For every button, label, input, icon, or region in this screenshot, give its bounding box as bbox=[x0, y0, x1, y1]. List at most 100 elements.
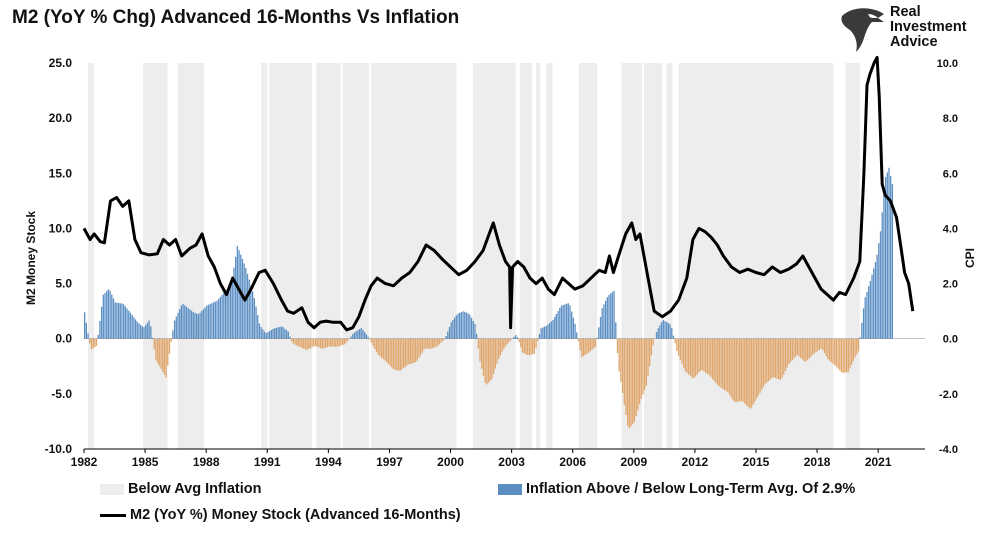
inflation-bar bbox=[119, 303, 121, 339]
inflation-bar bbox=[479, 338, 481, 362]
inflation-bar bbox=[238, 250, 240, 339]
inflation-bar bbox=[735, 338, 737, 402]
inflation-bar bbox=[219, 296, 222, 339]
inflation-bar bbox=[845, 338, 848, 373]
inflation-bar bbox=[162, 338, 164, 372]
inflation-bar bbox=[246, 273, 249, 339]
inflation-bar bbox=[331, 338, 334, 347]
inflation-bar bbox=[718, 338, 720, 387]
inflation-bar bbox=[143, 327, 145, 339]
inflation-bar bbox=[691, 338, 693, 378]
inflation-bar bbox=[194, 312, 196, 339]
inflation-bar bbox=[223, 292, 225, 339]
x-tick-label: 2000 bbox=[437, 455, 464, 469]
inflation-bar bbox=[498, 338, 500, 360]
inflation-bar bbox=[336, 338, 339, 347]
inflation-bar bbox=[869, 280, 871, 339]
inflation-bar bbox=[90, 338, 93, 350]
inflation-bar bbox=[340, 338, 342, 346]
x-axis-ticks: 1982 1985 1988 1991 1994 1997 2000 2003 2006 2009… bbox=[71, 449, 892, 469]
y2-axis-label: CPI bbox=[963, 248, 977, 268]
inflation-bar bbox=[275, 327, 278, 339]
inflation-bar bbox=[153, 338, 155, 350]
eagle-head-icon bbox=[841, 8, 884, 53]
inflation-bar bbox=[209, 303, 211, 339]
inflation-bar bbox=[309, 338, 311, 349]
inflation-bar bbox=[586, 338, 588, 354]
inflation-bar bbox=[350, 336, 352, 339]
inflation-bar bbox=[328, 338, 330, 347]
inflation-bar bbox=[419, 338, 422, 356]
inflation-bar bbox=[801, 338, 804, 360]
inflation-bar bbox=[864, 297, 866, 339]
inflation-bar bbox=[263, 331, 266, 339]
inflation-bar bbox=[189, 309, 191, 339]
inflation-bar bbox=[499, 338, 502, 356]
inflation-bar bbox=[151, 337, 154, 339]
inflation-bar bbox=[355, 331, 357, 339]
inflation-bar bbox=[416, 338, 418, 361]
x-tick-label: 2018 bbox=[804, 455, 831, 469]
inflation-bar bbox=[839, 338, 841, 371]
inflation-bar bbox=[284, 328, 286, 339]
legend-label: Below Avg Inflation bbox=[128, 481, 262, 497]
x-tick-label: 1991 bbox=[254, 455, 281, 469]
inflation-bar bbox=[655, 332, 658, 339]
inflation-bar bbox=[767, 338, 770, 382]
inflation-bar bbox=[630, 338, 632, 427]
inflation-bar bbox=[363, 331, 366, 339]
inflation-bar bbox=[750, 338, 753, 408]
inflation-bar bbox=[587, 338, 590, 353]
inflation-bar bbox=[669, 324, 671, 339]
inflation-bar bbox=[633, 338, 636, 422]
inflation-bar bbox=[572, 317, 575, 339]
inflation-bar bbox=[817, 338, 819, 351]
inflation-bar bbox=[357, 330, 359, 339]
inflation-bar bbox=[803, 338, 805, 362]
inflation-bar bbox=[428, 338, 430, 349]
inflation-bar bbox=[114, 302, 116, 339]
inflation-bar bbox=[635, 338, 637, 417]
legend-below-avg-inflation: Below Avg Inflation bbox=[100, 481, 261, 497]
inflation-bar bbox=[576, 332, 578, 339]
inflation-bar bbox=[353, 332, 356, 339]
inflation-bar bbox=[184, 305, 186, 339]
inflation-bar bbox=[141, 326, 143, 339]
inflation-bar bbox=[774, 338, 776, 378]
inflation-bar bbox=[598, 327, 600, 339]
inflation-bar bbox=[513, 336, 515, 339]
inflation-bar bbox=[404, 338, 407, 367]
inflation-bar bbox=[681, 338, 683, 364]
inflation-bar bbox=[384, 338, 386, 361]
inflation-bar bbox=[474, 323, 476, 339]
inflation-bar bbox=[233, 267, 235, 339]
inflation-bar bbox=[857, 338, 860, 352]
inflation-bar bbox=[323, 338, 325, 349]
inflation-bar bbox=[659, 325, 661, 339]
inflation-bar bbox=[504, 338, 507, 347]
inflation-bar bbox=[725, 338, 727, 392]
shade-period-7 bbox=[371, 63, 457, 449]
inflation-bar bbox=[199, 312, 201, 339]
inflation-bar bbox=[229, 285, 232, 339]
inflation-bar bbox=[798, 338, 800, 357]
inflation-bar bbox=[87, 333, 89, 339]
inflation-bar bbox=[413, 338, 415, 363]
inflation-bar bbox=[876, 254, 878, 339]
inflation-bar bbox=[601, 308, 603, 339]
inflation-bar bbox=[569, 305, 571, 339]
shade-period-15 bbox=[666, 63, 673, 449]
inflation-bar bbox=[891, 184, 894, 339]
shade-period-10 bbox=[536, 63, 541, 449]
inflation-bar bbox=[287, 331, 289, 339]
inflation-bar bbox=[521, 338, 524, 353]
inflation-bar bbox=[464, 311, 466, 339]
inflation-bar bbox=[649, 338, 651, 367]
y-tick-label: 10.0 bbox=[49, 221, 73, 235]
inflation-bar bbox=[104, 292, 106, 339]
shade-period-14 bbox=[643, 63, 663, 449]
inflation-bar bbox=[318, 338, 320, 348]
inflation-bar bbox=[886, 172, 888, 339]
inflation-bar bbox=[274, 328, 276, 339]
inflation-bar bbox=[747, 338, 749, 407]
